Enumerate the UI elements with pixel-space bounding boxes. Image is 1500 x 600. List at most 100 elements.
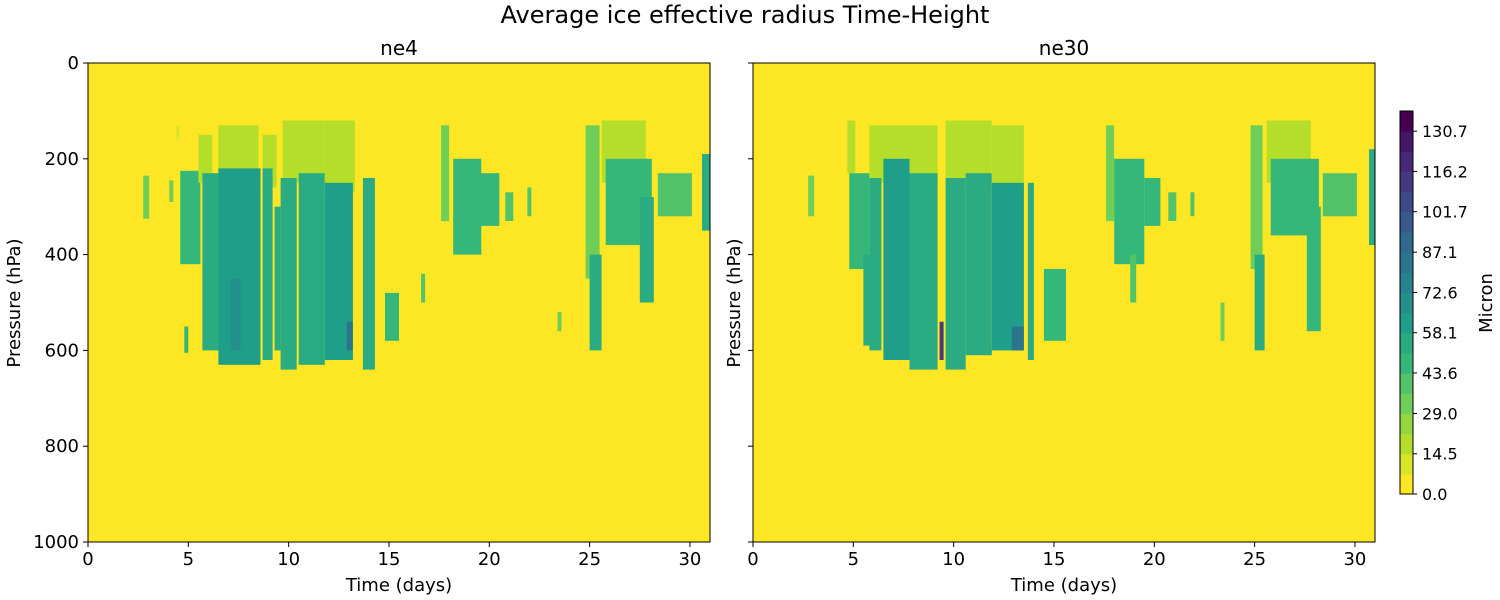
colorbar-tick-label: 72.6 — [1422, 283, 1458, 302]
colorbar-tick-label: 58.1 — [1422, 324, 1458, 343]
heatmap-cell — [991, 182, 1024, 351]
y-axis-label-ne4: Pressure (hPa) — [4, 238, 25, 367]
heatmap-cell — [1011, 326, 1024, 351]
heatmap-cell — [1254, 254, 1265, 351]
heatmap-cell — [883, 158, 910, 360]
y-axis-ne30 — [748, 62, 753, 543]
heatmap-cell — [909, 173, 938, 370]
heatmap-cell — [639, 197, 654, 303]
colorbar-band — [1400, 373, 1413, 394]
heatmap-cell — [945, 178, 966, 370]
colorbar-band — [1400, 312, 1413, 334]
y-tick-label: 0 — [68, 53, 79, 74]
x-axis-label-ne30: Time (days) — [1010, 575, 1117, 596]
colorbar-band — [1400, 433, 1413, 455]
heatmap-cell — [1322, 173, 1357, 217]
y-tick-label: 200 — [45, 149, 79, 170]
colorbar-ticks: 0.0 14.5 29.0 43.6 58.1 72.6 87.1 101.7 116.2 130… — [1413, 122, 1468, 504]
colorbar-tick-label: 87.1 — [1422, 243, 1458, 262]
colorbar-band — [1400, 332, 1413, 354]
heatmap-cell — [1250, 125, 1263, 269]
heatmap-cell — [198, 134, 213, 183]
colorbar-band — [1400, 272, 1413, 294]
x-tick-label: 20 — [1143, 549, 1166, 570]
x-tick-label: 15 — [378, 549, 401, 570]
heatmap-cell — [230, 278, 241, 351]
heatmap-cell — [657, 173, 692, 217]
heatmap-cell — [280, 178, 297, 370]
panel-ne30: ne30 0 5 10 15 20 25 30 Time (days) Pressure (… — [724, 36, 1376, 596]
heatmap-cell — [453, 158, 482, 255]
heatmap-cell — [1130, 254, 1137, 303]
colorbar: 0.0 14.5 29.0 43.6 58.1 72.6 87.1 101.7 116.2 130… — [1399, 110, 1497, 504]
heatmap-cell — [1369, 149, 1375, 245]
y-axis-ne4: 0 200 400 600 800 1000 — [33, 53, 88, 553]
colorbar-band — [1400, 453, 1413, 475]
heatmap-cell — [1027, 182, 1034, 360]
heatmap-cell — [385, 292, 399, 341]
colorbar-band — [1400, 191, 1413, 213]
x-tick-label: 0 — [747, 549, 758, 570]
heatmap-cell — [176, 125, 180, 140]
x-tick-label: 30 — [1343, 549, 1366, 570]
heatmap-cell — [527, 187, 532, 217]
heatmap-cell — [202, 173, 219, 351]
heatmap-cell — [324, 120, 355, 193]
plot-area-ne4 — [87, 62, 711, 543]
colorbar-band — [1400, 151, 1413, 173]
heatmap-cell — [1220, 302, 1225, 341]
figure-title: Average ice effective radius Time-Height — [501, 1, 990, 29]
y-axis-label-ne30: Pressure (hPa) — [724, 238, 745, 367]
heatmap-cell — [585, 125, 600, 279]
heatmap-cell — [702, 154, 710, 231]
panel-ne4: ne4 0 5 10 15 20 25 30 0 200 400 600 800 1000 Time … — [4, 36, 711, 596]
plot-area-ne30 — [752, 62, 1376, 543]
y-tick-label: 1000 — [33, 532, 79, 553]
colorbar-band — [1400, 352, 1413, 374]
heatmap-cell — [1106, 125, 1115, 222]
colorbar-tick-label: 130.7 — [1422, 122, 1468, 141]
heatmap-cell — [505, 192, 514, 221]
axes-frame — [752, 62, 1376, 543]
x-tick-label: 25 — [1243, 549, 1266, 570]
x-axis-ne4: 0 5 10 15 20 25 30 — [82, 542, 701, 570]
colorbar-band — [1400, 473, 1413, 495]
colorbar-band — [1400, 292, 1413, 314]
heatmap-cell — [589, 254, 602, 351]
colorbar-band — [1400, 111, 1413, 132]
heatmap-cell — [180, 170, 201, 265]
colorbar-band — [1400, 211, 1413, 233]
heatmap-cell — [282, 120, 325, 183]
y-tick-label: 800 — [45, 436, 79, 457]
axes-frame — [87, 62, 711, 543]
heatmap-cell — [274, 206, 281, 351]
colorbar-band — [1400, 393, 1413, 414]
x-axis-label-ne4: Time (days) — [345, 575, 452, 596]
heatmap-cell — [262, 168, 273, 360]
x-tick-label: 20 — [478, 549, 501, 570]
panel-title-ne4: ne4 — [380, 36, 418, 60]
colorbar-tick-label: 29.0 — [1422, 404, 1458, 423]
heatmap-cell — [1144, 178, 1161, 226]
heatmap-cell — [965, 173, 992, 356]
x-tick-label: 10 — [277, 549, 300, 570]
colorbar-band — [1400, 413, 1413, 435]
heatmap-cell — [991, 125, 1024, 188]
heatmap-cell — [1168, 192, 1177, 221]
heatmap-cell — [1190, 192, 1195, 217]
y-tick-label: 600 — [45, 340, 79, 361]
heatmap-cell — [479, 173, 500, 226]
panel-title-ne30: ne30 — [1039, 36, 1089, 60]
colorbar-tick-label: 43.6 — [1422, 364, 1458, 383]
colorbar-band — [1400, 131, 1413, 152]
heatmap-cell — [169, 180, 174, 202]
colorbar-label: Micron — [1476, 273, 1497, 333]
colorbar-bands — [1399, 110, 1414, 495]
x-tick-label: 5 — [848, 549, 859, 570]
heatmap-cell — [1043, 269, 1066, 341]
colorbar-tick-label: 0.0 — [1422, 485, 1447, 504]
heatmap-cell — [939, 321, 944, 360]
colorbar-frame — [1399, 110, 1414, 495]
heatmap-cell — [808, 175, 815, 217]
